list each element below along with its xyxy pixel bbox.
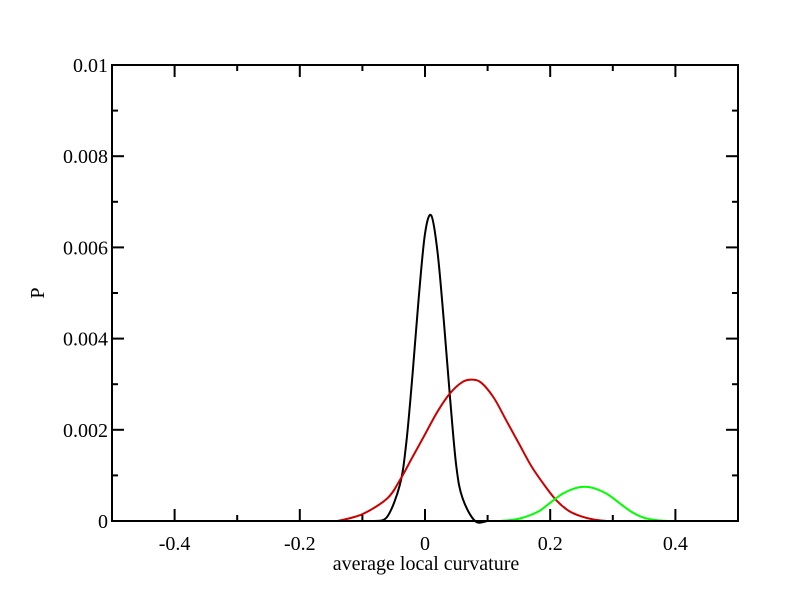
x-tick-label: -0.2 — [284, 533, 316, 555]
series-line-1 — [374, 213, 488, 524]
y-tick-label: 0.008 — [63, 146, 108, 168]
series-line-2 — [337, 378, 607, 522]
y-axis-label: P — [27, 287, 49, 298]
x-tick-label: 0.2 — [538, 533, 563, 555]
y-tick-label: 0.002 — [63, 420, 108, 442]
x-tick-label: 0.4 — [663, 533, 688, 555]
x-tick-label: 0 — [420, 533, 430, 555]
plot-frame — [111, 64, 739, 522]
y-tick-label: 0.01 — [73, 55, 108, 77]
axis-ticks — [111, 64, 739, 522]
x-tick-label: -0.4 — [159, 533, 191, 555]
x-axis-label: average local curvature — [333, 553, 520, 575]
series-line-3 — [499, 485, 670, 522]
y-tick-label: 0.004 — [63, 329, 108, 351]
y-tick-label: 0 — [98, 511, 108, 533]
tick-labels: -0.4 -0.2 0 0.2 0.4 0 0.002 0.004 0.006 0.008 0.01 — [63, 55, 688, 555]
plot-area — [337, 213, 670, 524]
y-tick-label: 0.006 — [63, 237, 108, 259]
